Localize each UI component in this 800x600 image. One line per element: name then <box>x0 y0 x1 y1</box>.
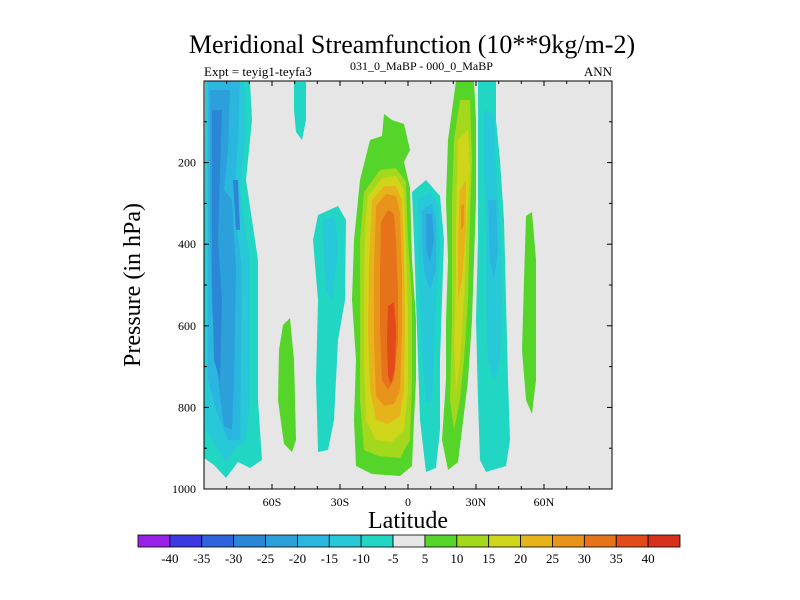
colorbar-swatch <box>424 534 458 548</box>
contour-hadley-sh-plus35 <box>387 302 396 384</box>
x-tick-label: 60N <box>534 495 555 509</box>
contour-nh-subtrop-minus15 <box>488 200 498 280</box>
colorbar-label: 25 <box>546 551 559 566</box>
colorbar-label: 15 <box>482 551 495 566</box>
colorbar-swatch <box>647 534 681 548</box>
colorbar: -40 -35 -30 -25 -20 -15 -10 -5 5 10 15 20 25 30 35 40 <box>137 534 681 566</box>
colorbar-swatch <box>520 534 553 548</box>
experiment-period-label: 031_0_MaBP - 000_0_MaBP <box>350 59 493 73</box>
colorbar-label: -5 <box>388 551 399 566</box>
colorbar-label: 10 <box>450 551 463 566</box>
contour-sh-polar-minus25 <box>212 110 222 380</box>
y-tick-label: 1000 <box>172 482 196 496</box>
contour-sh-upper-filament <box>294 82 306 140</box>
colorbar-swatch <box>137 534 171 548</box>
colorbar-label: 30 <box>578 551 591 566</box>
colorbar-swatch <box>265 534 298 548</box>
colorbar-label: -25 <box>257 551 274 566</box>
y-axis-label: Pressure (in hPa) <box>120 203 146 367</box>
x-axis-label: Latitude <box>368 508 448 534</box>
contour-sh-midlat-plus5 <box>278 318 296 452</box>
colorbar-label: -15 <box>321 551 338 566</box>
chart-title: Meridional Streamfunction (10**9kg/m-2) <box>189 30 635 59</box>
contour-sh-subtrop-minus10 <box>323 216 338 300</box>
contour-eq-minus20 <box>426 214 434 262</box>
colorbar-swatch <box>328 534 362 548</box>
contour-nh-midlat-plus5 <box>522 212 536 414</box>
y-tick-label: 800 <box>178 400 196 414</box>
colorbar-label: 5 <box>422 551 429 566</box>
colorbar-swatch <box>488 534 521 548</box>
colorbar-swatch <box>297 534 330 548</box>
colorbar-label: 35 <box>610 551 623 566</box>
contour-fills <box>204 81 536 478</box>
colorbar-swatch <box>552 534 585 548</box>
colorbar-label: 20 <box>514 551 527 566</box>
y-axis-ticks: 200 400 600 800 1000 <box>172 121 612 496</box>
colorbar-swatch <box>615 534 649 548</box>
colorbar-label: 40 <box>642 551 655 566</box>
season-label: ANN <box>584 64 613 79</box>
y-tick-label: 600 <box>178 319 196 333</box>
contour-hadley-nh-plus25 <box>461 204 464 230</box>
colorbar-label: -10 <box>353 551 370 566</box>
colorbar-label: -30 <box>225 551 242 566</box>
colorbar-label: -40 <box>161 551 178 566</box>
experiment-label: Expt = teyig1-teyfa3 <box>204 64 312 79</box>
colorbar-swatch <box>169 534 203 548</box>
colorbar-swatch <box>392 534 426 548</box>
y-tick-label: 200 <box>178 156 196 170</box>
colorbar-swatch <box>456 534 490 548</box>
colorbar-label: -20 <box>289 551 306 566</box>
x-axis-ticks: 60S 30S 0 30N 60N <box>226 81 590 509</box>
colorbar-swatch <box>233 534 266 548</box>
x-tick-label: 0 <box>405 495 411 509</box>
colorbar-label: -35 <box>193 551 210 566</box>
contour-sh-subtrop-minus5 <box>313 206 346 452</box>
x-tick-label: 60S <box>263 495 282 509</box>
x-tick-label: 30S <box>331 495 350 509</box>
colorbar-swatch <box>360 534 394 548</box>
colorbar-swatch <box>201 534 235 548</box>
colorbar-swatch <box>583 534 617 548</box>
contour-sh-polar-minus25b <box>233 180 240 230</box>
x-tick-label: 30N <box>466 495 487 509</box>
y-tick-label: 400 <box>178 237 196 251</box>
